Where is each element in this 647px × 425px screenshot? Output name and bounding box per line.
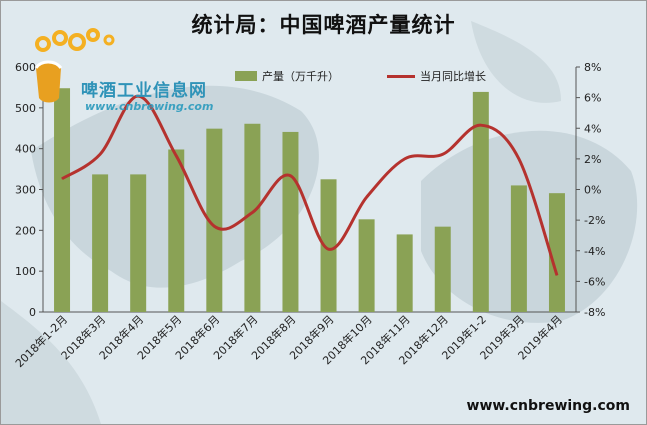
y-right-tick-label: -8% xyxy=(584,306,605,319)
bar xyxy=(282,131,299,312)
brand-logo: 啤酒工业信息网 www.cnbrewing.com xyxy=(31,26,231,121)
bar xyxy=(358,219,375,312)
legend-item-bar: 产量（万千升） xyxy=(235,68,339,84)
y-right-tick-label: 4% xyxy=(584,122,601,135)
y-right-tick-label: 0% xyxy=(584,184,601,197)
line-point xyxy=(442,153,444,155)
y-left-tick-label: 600 xyxy=(15,61,36,74)
line-point xyxy=(289,175,291,177)
line-point xyxy=(61,178,63,180)
y-left-tick-label: 400 xyxy=(15,143,36,156)
y-right-tick-label: -2% xyxy=(584,214,605,227)
legend-line-label: 当月同比增长 xyxy=(420,70,486,83)
y-right-tick-label: 2% xyxy=(584,153,601,166)
bar xyxy=(548,193,565,312)
line-point xyxy=(137,95,139,97)
bar-series xyxy=(54,88,565,313)
legend-bar-swatch xyxy=(235,71,257,81)
bar xyxy=(168,149,185,312)
y-left-tick-label: 500 xyxy=(15,102,36,115)
beer-mug-icon xyxy=(36,62,61,103)
line-point xyxy=(213,225,215,227)
logo-rings-icon xyxy=(34,28,115,103)
line-point xyxy=(480,124,482,126)
bar xyxy=(320,179,337,312)
y-left-tick-label: 200 xyxy=(15,224,36,237)
y-right-tick-label: -6% xyxy=(584,275,605,288)
line-point xyxy=(518,158,520,160)
legend-bar-label: 产量（万千升） xyxy=(262,70,339,83)
logo-name: 啤酒工业信息网 xyxy=(81,81,207,101)
y-right-tick-label: 8% xyxy=(584,61,601,74)
watermark-url: www.cnbrewing.com xyxy=(466,398,630,414)
y-left-tick-label: 0 xyxy=(29,306,36,319)
bar xyxy=(130,174,147,312)
line-point xyxy=(556,274,558,276)
logo-url: www.cnbrewing.com xyxy=(85,100,214,113)
y-right-tick-label: 6% xyxy=(584,92,601,105)
line-point xyxy=(328,248,330,250)
legend-line-swatch xyxy=(387,74,415,78)
line-series xyxy=(61,94,559,276)
line-point xyxy=(404,158,406,160)
bar xyxy=(244,123,261,312)
line-point xyxy=(366,196,368,198)
line-point xyxy=(251,211,253,213)
bar xyxy=(510,185,527,312)
line-point xyxy=(99,153,101,155)
y-right-tick-label: -4% xyxy=(584,245,605,258)
bar xyxy=(472,91,489,313)
bar xyxy=(434,226,451,312)
legend-item-line: 当月同比增长 xyxy=(387,68,486,84)
bar xyxy=(92,174,109,312)
bar xyxy=(396,234,413,312)
bar xyxy=(206,128,223,312)
y-left-tick-label: 300 xyxy=(15,184,36,197)
y-left-tick-label: 100 xyxy=(15,265,36,278)
line-point xyxy=(175,155,177,157)
bar xyxy=(54,88,71,312)
chart-title: 统计局：中国啤酒产量统计 xyxy=(191,13,456,37)
